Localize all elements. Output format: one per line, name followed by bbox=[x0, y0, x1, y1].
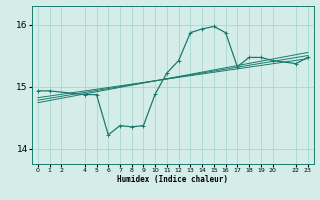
X-axis label: Humidex (Indice chaleur): Humidex (Indice chaleur) bbox=[117, 175, 228, 184]
